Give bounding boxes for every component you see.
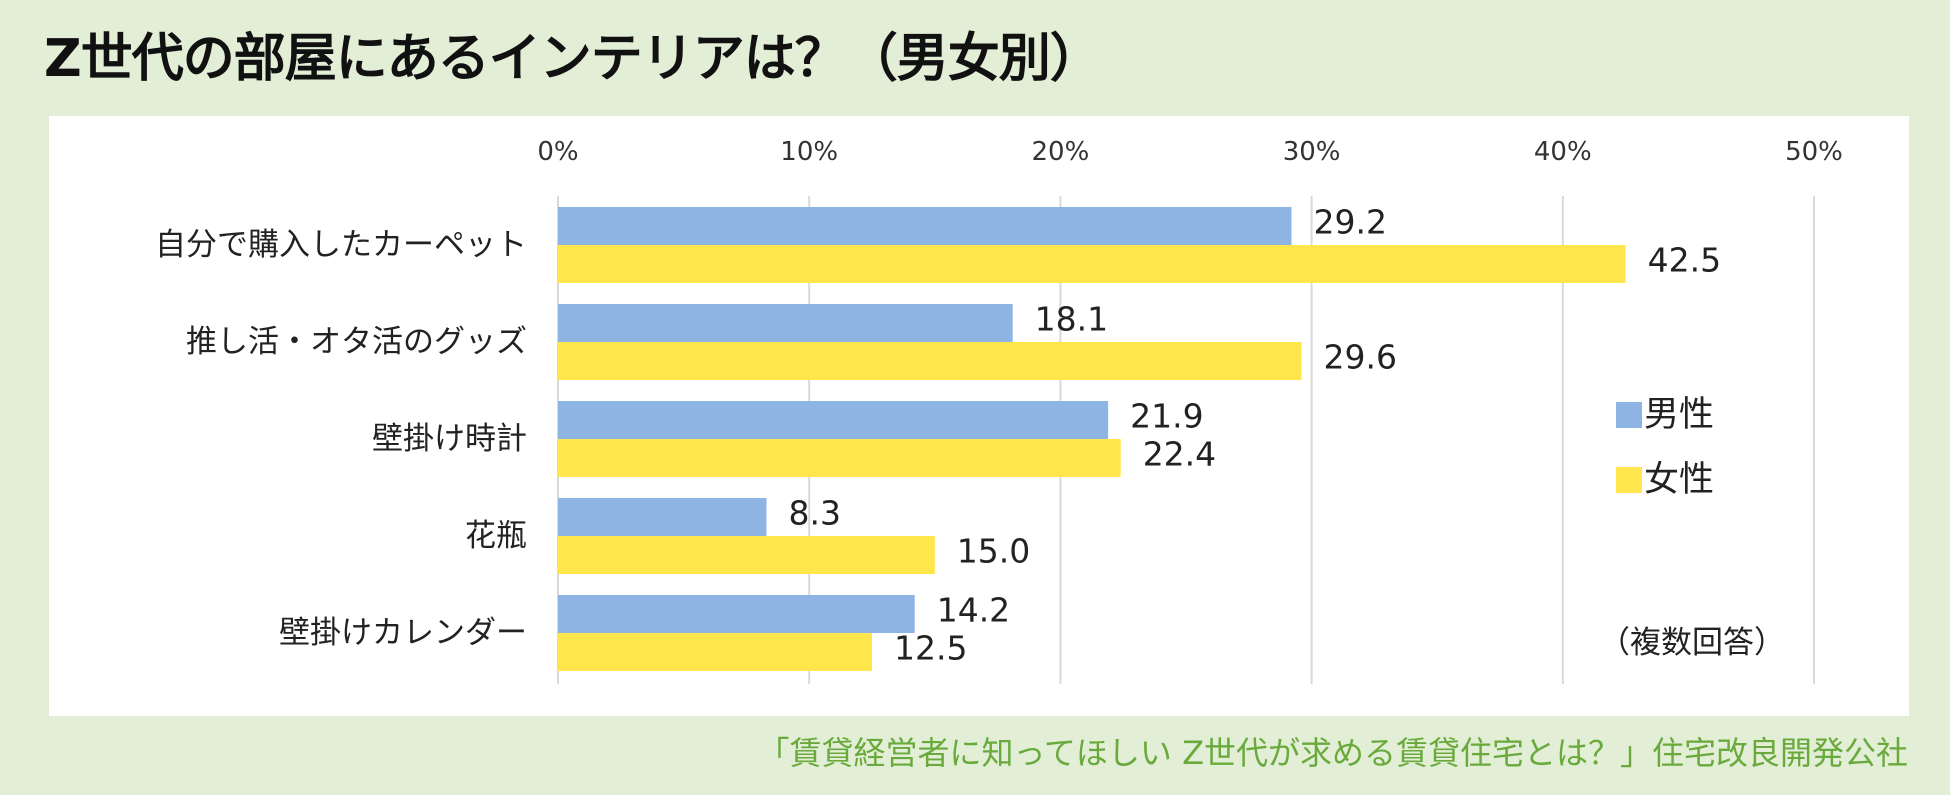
data-label: 29.6 (1324, 338, 1397, 377)
data-label: 22.4 (1143, 435, 1216, 474)
category-label: 自分で購入したカーペット (155, 227, 527, 263)
data-label: 12.5 (894, 629, 967, 668)
multiple-answer-note: （複数回答） (1599, 625, 1785, 661)
legend-label: 女性 (1644, 460, 1714, 500)
x-tick-label: 50% (1785, 137, 1843, 167)
bar (558, 401, 1109, 439)
bar (558, 439, 1121, 477)
data-label: 8.3 (788, 494, 840, 533)
bar (558, 304, 1013, 342)
legend-swatch (1616, 467, 1642, 493)
data-label: 29.2 (1314, 203, 1387, 242)
category-label: 花瓶 (465, 518, 527, 554)
data-label: 18.1 (1035, 300, 1108, 339)
x-tick-label: 40% (1534, 137, 1592, 167)
x-tick-label: 20% (1032, 137, 1090, 167)
x-tick-label: 0% (537, 137, 578, 167)
source-credit: 「賃貸経営者に知ってほしい Z世代が求める賃貸住宅とは？」住宅改良開発公社 (757, 734, 1909, 772)
data-label: 14.2 (937, 591, 1010, 630)
category-label: 壁掛け時計 (372, 421, 527, 457)
bar (558, 633, 872, 671)
bar (558, 245, 1626, 283)
data-label: 42.5 (1648, 241, 1721, 280)
x-tick-label: 10% (780, 137, 838, 167)
bar (558, 342, 1302, 380)
legend-swatch (1616, 402, 1642, 428)
plot-panel: 0% 10% 20% 30% 40% 50% 自分で購入したカーペット 29.2 42.5 推し活… (49, 116, 1909, 716)
data-label: 15.0 (957, 532, 1030, 571)
data-label: 21.9 (1130, 397, 1203, 436)
bar-chart: 0% 10% 20% 30% 40% 50% 自分で購入したカーペット 29.2 42.5 推し活… (155, 137, 1843, 684)
legend-label: 男性 (1644, 395, 1714, 435)
bar (558, 207, 1292, 245)
category-label: 推し活・オタ活のグッズ (186, 324, 527, 360)
bar (558, 536, 935, 574)
bar (558, 595, 915, 633)
x-tick-label: 30% (1283, 137, 1341, 167)
chart-title: Z世代の部屋にあるインテリアは？（男女別） (44, 29, 1102, 89)
bar (558, 498, 767, 536)
category-label: 壁掛けカレンダー (279, 615, 527, 651)
